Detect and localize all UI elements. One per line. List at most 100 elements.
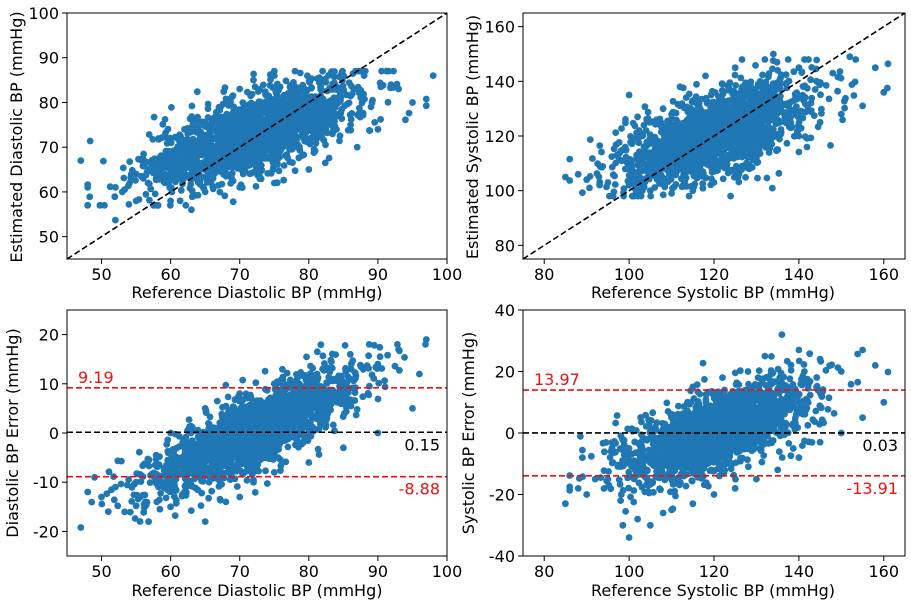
- data-point: [628, 162, 636, 170]
- data-point: [735, 178, 743, 186]
- data-point: [731, 168, 739, 175]
- data-point: [622, 146, 630, 154]
- data-point: [147, 185, 155, 193]
- data-point: [106, 183, 114, 191]
- data-point: [777, 108, 785, 116]
- data-point: [251, 117, 258, 125]
- data-point: [112, 184, 119, 191]
- data-point: [201, 121, 209, 129]
- data-point: [807, 76, 814, 84]
- data-point: [347, 121, 354, 129]
- data-point: [232, 407, 240, 415]
- data-point: [683, 183, 691, 190]
- data-point: [296, 145, 303, 153]
- data-point: [731, 64, 739, 72]
- data-point: [703, 109, 710, 117]
- x-axis-label: Reference Diastolic BP (mmHg): [132, 581, 383, 600]
- data-point: [731, 71, 739, 79]
- data-point: [642, 127, 650, 134]
- data-point: [270, 108, 278, 116]
- data-point: [146, 479, 154, 486]
- data-point: [144, 455, 152, 463]
- data-point: [793, 103, 800, 110]
- data-point: [880, 88, 888, 96]
- data-point: [306, 139, 314, 147]
- data-point: [762, 86, 770, 93]
- data-point: [693, 80, 700, 88]
- data-point: [182, 433, 190, 441]
- data-point: [270, 72, 278, 79]
- data-point: [298, 125, 306, 132]
- data-point: [787, 124, 795, 132]
- x-axis-label: Reference Systolic BP (mmHg): [591, 283, 835, 302]
- data-point: [336, 137, 343, 145]
- data-point: [278, 111, 286, 118]
- data-point: [594, 160, 601, 168]
- data-point: [693, 149, 701, 157]
- data-point: [304, 72, 311, 80]
- data-point: [105, 468, 113, 476]
- data-point: [707, 103, 714, 110]
- data-point: [119, 164, 127, 172]
- data-point: [128, 498, 136, 505]
- data-point: [739, 100, 747, 108]
- data-point: [114, 457, 122, 465]
- data-point: [685, 192, 693, 200]
- data-point: [174, 148, 182, 156]
- data-point: [270, 179, 278, 187]
- data-point: [331, 68, 338, 75]
- data-point: [347, 126, 355, 134]
- data-point: [405, 109, 413, 117]
- data-point: [818, 109, 825, 117]
- data-point: [745, 117, 753, 124]
- data-point: [714, 113, 722, 121]
- data-point: [191, 192, 199, 199]
- data-point: [657, 122, 665, 129]
- data-point: [315, 425, 323, 433]
- data-point: [754, 80, 762, 88]
- data-point: [759, 71, 766, 79]
- data-point: [253, 464, 260, 471]
- data-point: [656, 115, 664, 123]
- data-point: [126, 158, 134, 166]
- data-point: [761, 56, 769, 63]
- data-point: [685, 90, 693, 98]
- data-point: [765, 149, 773, 156]
- data-point: [612, 129, 620, 137]
- data-point: [237, 404, 245, 412]
- data-point: [360, 72, 368, 79]
- data-point: [702, 94, 710, 102]
- data-point: [754, 122, 762, 130]
- data-point: [299, 81, 307, 89]
- data-point: [739, 109, 746, 117]
- data-point: [625, 171, 633, 179]
- data-point: [111, 193, 119, 201]
- data-point: [220, 88, 228, 95]
- data-point: [274, 132, 281, 140]
- data-point: [149, 136, 157, 143]
- data-point: [189, 135, 197, 143]
- data-point: [710, 179, 718, 186]
- data-point: [345, 79, 353, 86]
- data-point: [188, 102, 196, 110]
- data-point: [117, 480, 125, 488]
- data-point: [216, 160, 224, 168]
- data-point: [208, 167, 216, 175]
- data-point: [183, 147, 191, 155]
- data-point: [132, 197, 140, 205]
- data-point: [228, 93, 236, 101]
- data-point: [801, 100, 809, 108]
- data-point: [608, 153, 616, 161]
- data-point: [772, 118, 780, 126]
- data-point: [668, 110, 675, 118]
- data-point: [658, 154, 665, 162]
- data-point: [676, 129, 684, 137]
- data-point: [103, 490, 111, 498]
- data-point: [813, 56, 821, 64]
- data-point: [633, 155, 641, 163]
- data-point: [738, 134, 746, 142]
- data-point: [795, 64, 803, 72]
- data-point: [252, 183, 260, 190]
- data-point: [278, 144, 286, 152]
- data-point: [214, 152, 222, 159]
